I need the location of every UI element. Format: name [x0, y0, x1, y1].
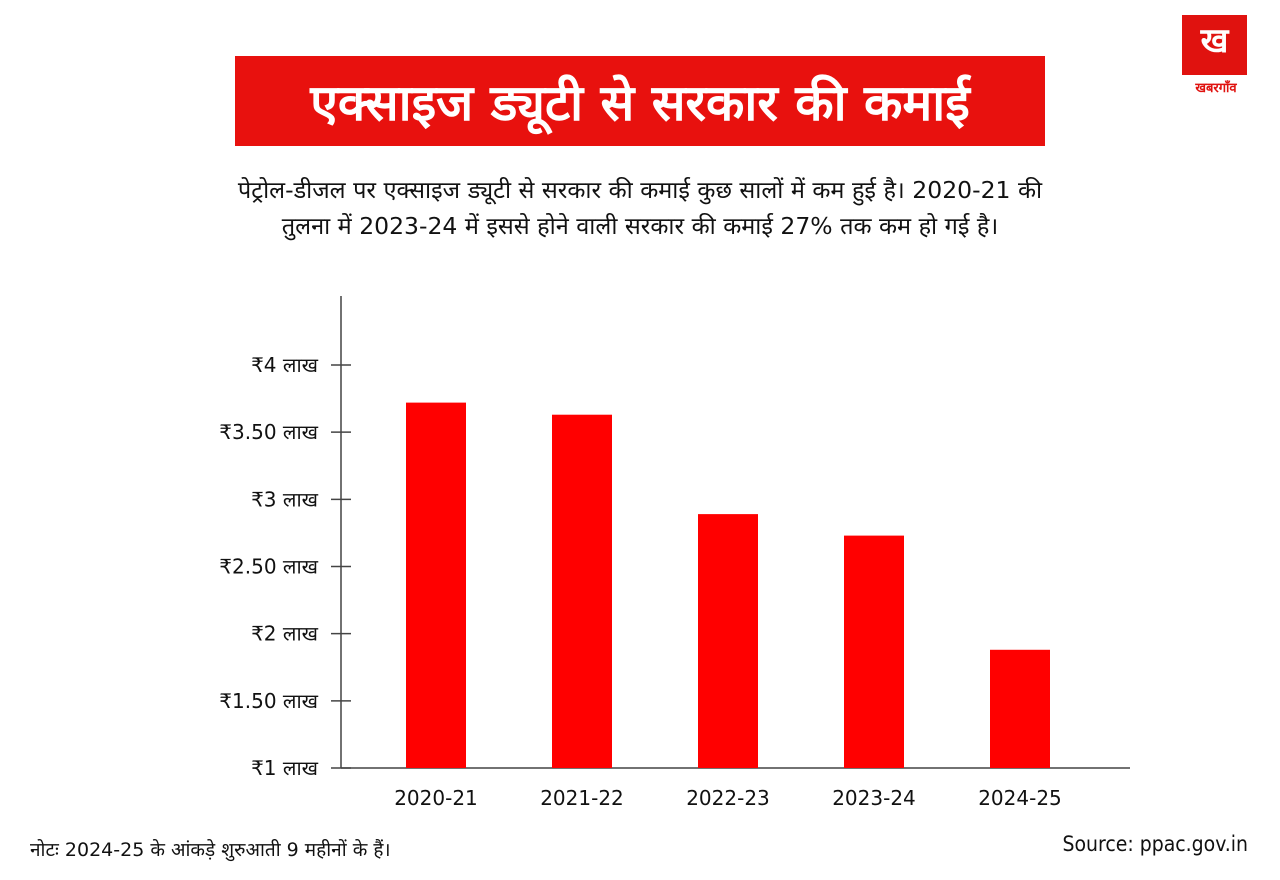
footnote: नोटः 2024-25 के आंकड़े शुरुआती 9 महीनों …: [30, 839, 391, 861]
chart-subtitle: पेट्रोल-डीजल पर एक्साइज ड्यूटी से सरकार …: [237, 176, 1043, 240]
bar: [406, 402, 466, 768]
y-tick-label: ₹2 लाख: [251, 622, 319, 646]
y-tick-label: ₹1 लाख: [251, 756, 319, 780]
brand-logo: ख: [1182, 15, 1247, 75]
page-title: एक्साइज ड्यूटी से सरकार की कमाई: [235, 56, 1045, 146]
logo-caption: खबरगाँव: [1195, 81, 1237, 96]
y-tick-label: ₹3.50 लाख: [219, 420, 318, 444]
x-tick-label: 2024-25: [978, 786, 1062, 810]
bar: [552, 414, 612, 768]
y-tick-label: ₹1.50 लाख: [219, 689, 318, 713]
x-tick-label: 2022-23: [686, 786, 770, 810]
x-tick-label: 2023-24: [832, 786, 916, 810]
y-tick-label: ₹3 लाख: [251, 487, 319, 511]
bar: [844, 535, 904, 768]
y-tick-label: ₹4 लाख: [251, 353, 319, 377]
x-tick-label: 2020-21: [394, 786, 478, 810]
logo-mark: ख: [1200, 21, 1229, 61]
bar: [698, 514, 758, 768]
x-tick-label: 2021-22: [540, 786, 624, 810]
source-credit: Source: ppac.gov.in: [1062, 832, 1249, 856]
y-tick-label: ₹2.50 लाख: [219, 555, 318, 579]
bar: [990, 649, 1050, 768]
